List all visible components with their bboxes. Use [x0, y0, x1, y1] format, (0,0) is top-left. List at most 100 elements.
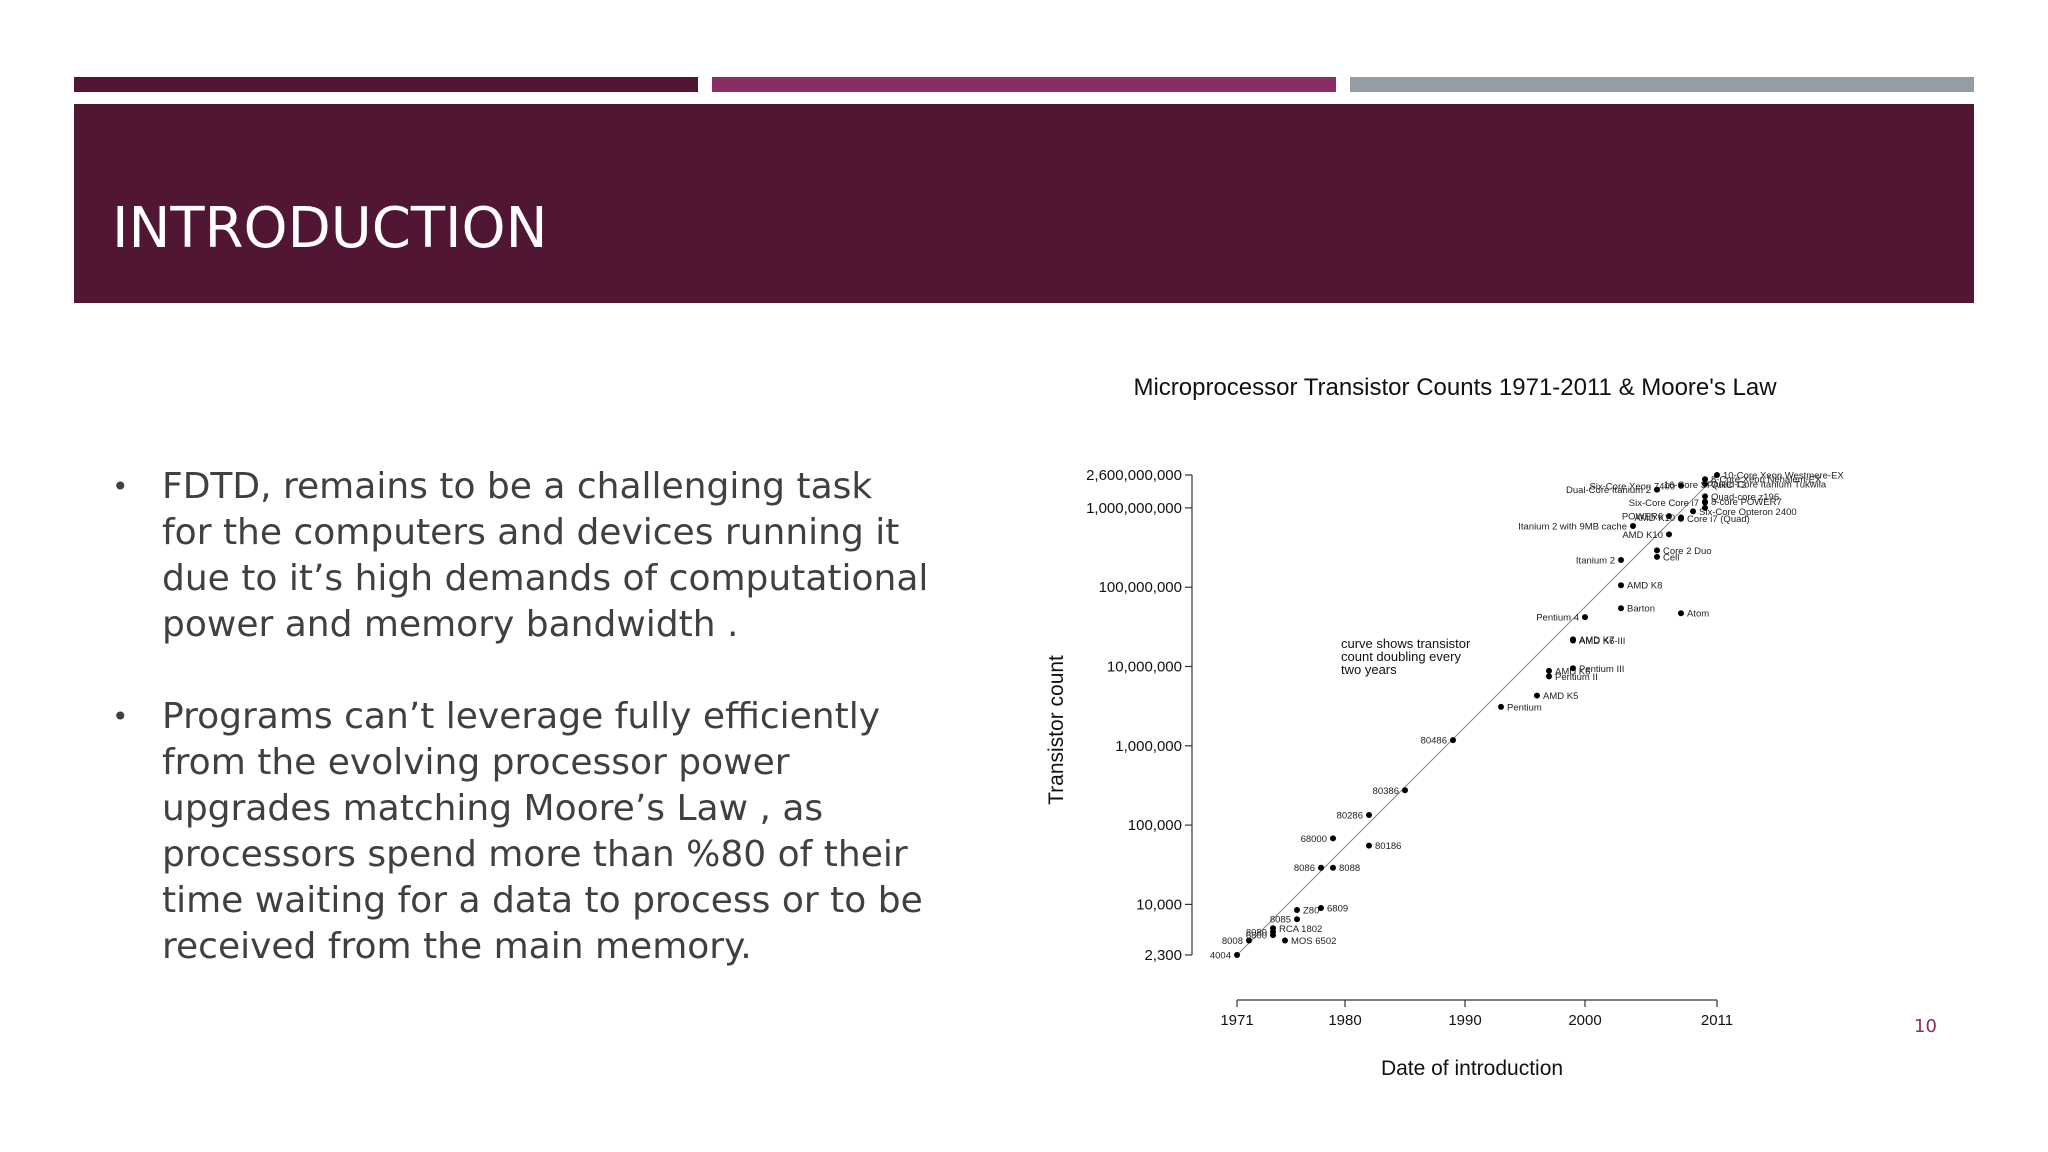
accent-bar-magenta: [712, 77, 1336, 92]
data-point: [1402, 787, 1408, 794]
data-point-label: 6809: [1327, 904, 1348, 915]
data-point-label: 68000: [1301, 834, 1327, 845]
data-point-label: MOS 6502: [1291, 936, 1336, 947]
y-tick-label: 1,000,000: [1115, 738, 1182, 755]
data-point: [1270, 925, 1276, 932]
data-point: [1246, 937, 1252, 944]
data-point: [1234, 952, 1240, 958]
data-point: [1546, 667, 1552, 674]
data-point-label: 8008: [1222, 936, 1243, 947]
data-point-label: AMD K10: [1622, 530, 1663, 541]
data-point-label: 8080: [1246, 927, 1267, 938]
page-number: 10: [1914, 1016, 1937, 1037]
data-point: [1618, 605, 1624, 612]
title-banner: INTRODUCTION: [74, 104, 1974, 303]
data-point-label: Core i7 (Quad): [1687, 514, 1750, 525]
bullet-dot-icon: •: [112, 470, 129, 503]
data-point: [1582, 614, 1588, 621]
data-point: [1654, 486, 1660, 493]
data-point: [1702, 476, 1708, 483]
data-point-label: 8088: [1339, 863, 1360, 874]
y-tick-label: 10,000,000: [1107, 658, 1182, 675]
data-point-label: Pentium II: [1555, 672, 1598, 683]
data-point: [1654, 553, 1660, 560]
data-point-label: 8-core POWER7: [1711, 497, 1782, 508]
data-point-label: AMD K8: [1627, 581, 1662, 592]
data-point-label: POWER6: [1622, 512, 1663, 523]
data-point-label: Quad-core z196: [1711, 492, 1779, 503]
x-tick-label: 1980: [1328, 1012, 1361, 1029]
data-point: [1498, 703, 1504, 710]
data-point-label: Dual-Core Itanium 2: [1566, 485, 1651, 496]
plot-area: 2,300 10,000 100,000 1,000,000 10,000,000 100…: [1086, 467, 1844, 1029]
data-point: [1570, 665, 1576, 672]
data-point-label: 8085: [1270, 915, 1291, 926]
data-point-label: Six-Core Opteron 2400: [1699, 507, 1797, 518]
x-tick-label: 2011: [1701, 1012, 1733, 1029]
bullet-item: • Programs can’t leverage fully efficien…: [112, 694, 932, 970]
y-tick-label: 2,300: [1144, 947, 1182, 964]
data-point: [1714, 472, 1720, 478]
data-point-label: 80386: [1373, 786, 1399, 797]
data-point: [1534, 692, 1540, 699]
data-point-label: Barton: [1627, 604, 1655, 615]
data-point-label: Atom: [1687, 609, 1709, 620]
data-point: [1618, 557, 1624, 564]
data-point-label: Pentium III: [1579, 664, 1624, 675]
data-point-label: AMD K7: [1579, 635, 1614, 646]
data-point-label: 16-Core SPARC T3: [1664, 480, 1747, 491]
data-point-label: Six-Core Core i7: [1629, 498, 1699, 509]
y-tick-label: 1,000,000,000: [1086, 500, 1182, 517]
data-point: [1366, 842, 1372, 849]
data-point: [1330, 835, 1336, 842]
data-point: [1666, 531, 1672, 538]
data-point-label: AMD K6: [1555, 666, 1590, 677]
data-point-label: AMD K6-III: [1579, 636, 1625, 647]
data-point: [1702, 493, 1708, 500]
data-point-label: RCA 1802: [1279, 924, 1322, 935]
y-tick-label: 100,000,000: [1099, 579, 1182, 596]
data-point-label: Core 2 Duo: [1663, 546, 1712, 557]
bullet-dot-icon: •: [112, 700, 129, 733]
data-point: [1630, 522, 1636, 529]
data-point-label: AMD K10: [1634, 513, 1675, 524]
data-point-label: Cell: [1663, 552, 1679, 563]
data-point: [1294, 916, 1300, 923]
data-point-label: Six-Core Xeon 7400: [1589, 481, 1675, 492]
data-point: [1618, 582, 1624, 589]
data-point: [1702, 504, 1708, 511]
bullet-text: Programs can’t leverage fully efficientl…: [162, 696, 923, 967]
data-point: [1678, 610, 1684, 617]
data-point: [1282, 937, 1288, 944]
x-tick-label: 1971: [1220, 1012, 1253, 1029]
data-point: [1654, 547, 1660, 554]
data-point: [1678, 482, 1684, 489]
bullet-text: FDTD, remains to be a challenging task f…: [162, 466, 929, 645]
y-tick-label: 10,000: [1136, 896, 1182, 913]
data-point: [1546, 673, 1552, 680]
data-point-label: 80186: [1375, 841, 1401, 852]
data-point: [1318, 864, 1324, 871]
bullet-list: • FDTD, remains to be a challenging task…: [112, 464, 932, 1016]
page-title: INTRODUCTION: [112, 196, 548, 261]
data-point: [1570, 636, 1576, 643]
y-tick-label: 100,000: [1128, 817, 1182, 834]
data-point: [1678, 514, 1684, 521]
data-point-label: Pentium: [1507, 702, 1542, 713]
data-point: [1330, 864, 1336, 871]
data-point-label: 10-Core Xeon Westmere-EX: [1723, 471, 1844, 482]
trend-annotation: two years: [1341, 662, 1397, 677]
data-point-label: 6800: [1246, 931, 1267, 942]
data-point-label: 80286: [1337, 811, 1363, 822]
data-point-label: Pentium 4: [1536, 613, 1579, 624]
data-point-label: Itanium 2: [1576, 556, 1615, 567]
trend-annotation: count doubling every: [1341, 649, 1461, 664]
accent-bar-gray: [1350, 77, 1974, 92]
data-point: [1666, 513, 1672, 520]
data-point-label: Quad-Core Itanium Tukwila: [1711, 480, 1827, 491]
data-point-label: 4004: [1210, 951, 1231, 962]
data-point: [1318, 905, 1324, 912]
data-point-label: Z80: [1303, 905, 1319, 916]
accent-bar-dark: [74, 77, 698, 92]
x-tick-label: 2000: [1568, 1012, 1601, 1029]
